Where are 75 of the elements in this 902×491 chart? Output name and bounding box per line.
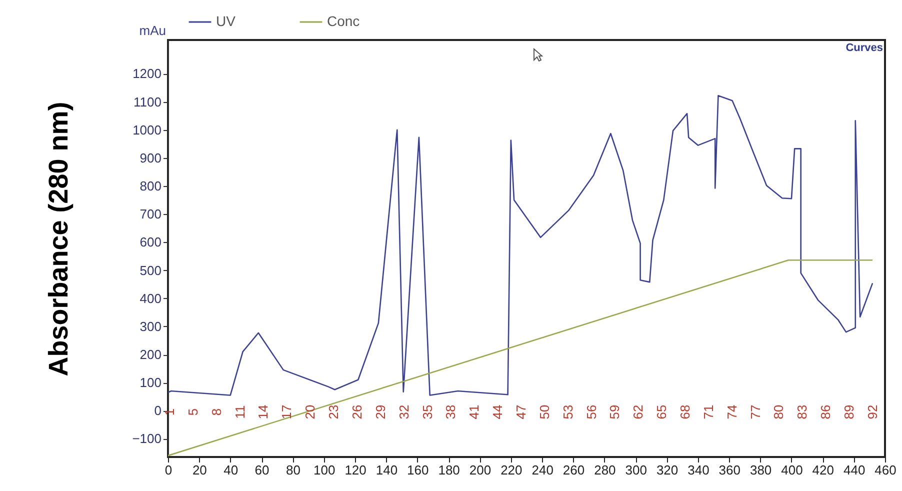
x-tick-label: 280 [594,462,616,478]
x-tick-label: 0 [164,462,172,478]
x-tick-label: 400 [781,462,803,478]
annotation: 14 [256,404,271,420]
annotation: 11 [232,405,248,419]
legend-label: Conc [327,13,360,29]
x-tick-label: 100 [314,462,336,478]
y-tick-label: 100 [140,375,162,390]
annotation: 65 [654,404,670,420]
annotation: 20 [302,404,318,420]
annotation: 86 [818,404,834,420]
annotation: Curves [846,42,883,54]
y-tick-label: 400 [140,290,162,306]
x-tick-label: 420 [812,462,834,478]
legend-label: UV [216,13,236,29]
x-tick-label: 260 [562,462,585,478]
y-tick-label: −100 [132,431,162,446]
x-tick-label: 140 [376,462,398,478]
x-tick-label: 120 [344,462,366,478]
annotation: 62 [630,404,646,420]
y-tick-label: 300 [140,318,162,334]
y-tick-label: 1200 [132,66,162,82]
x-tick-label: 240 [532,462,554,478]
annotation: 44 [490,404,506,420]
y-tick-label: 600 [140,234,162,250]
annotation: 71 [700,404,716,420]
x-tick-label: 220 [500,462,522,478]
annotation: 47 [513,404,528,420]
annotation: 92 [864,404,880,420]
y-tick-label: 700 [140,206,162,222]
x-tick-label: 200 [469,462,492,478]
x-tick-label: 20 [192,462,207,478]
y-tick-label: 0 [154,403,162,418]
y-tick-label: 1000 [132,122,162,138]
annotation: 89 [842,404,857,420]
annotation: 23 [326,404,342,420]
x-tick-label: 160 [407,462,429,478]
annotation: 29 [372,404,388,420]
x-tick-label: 360 [718,462,740,478]
annotation: 8 [208,408,224,416]
annotation: 26 [349,404,364,420]
x-tick-label: 60 [254,462,270,478]
x-tick-label: 180 [438,462,460,478]
y-tick-label: 200 [140,347,162,362]
annotation: 53 [560,404,576,420]
x-tick-label: 440 [843,462,866,478]
x-tick-label: 460 [874,462,896,478]
annotation: 5 [185,408,200,416]
x-tick-label: 40 [224,462,238,478]
annotation: 59 [607,404,622,420]
y-tick-label: 800 [140,178,162,194]
annotation: 50 [536,404,552,420]
annotation: 35 [420,404,435,420]
x-tick-label: 380 [750,462,772,478]
y-axis-title: Absorbance (280 nm) [44,102,74,376]
y-tick-label: 500 [140,262,162,278]
annotation: 38 [443,404,458,420]
annotation: 74 [724,404,740,420]
x-tick-label: 320 [656,462,678,478]
y-tick-label: 1100 [134,94,162,110]
y-tick-label: 900 [140,150,162,166]
text: mAu [139,23,166,38]
annotation: 41 [466,404,482,420]
line-series [168,94,874,396]
annotation: 68 [678,404,693,420]
x-tick-label: 300 [625,462,647,478]
annotation: 77 [748,404,763,420]
x-tick-label: 340 [688,462,710,478]
annotation: 17 [279,404,294,420]
annotation: 1 [162,408,177,416]
annotation: 80 [771,404,786,420]
annotation: 56 [584,404,599,420]
annotation: 32 [396,404,412,420]
x-tick-label: 80 [286,462,300,478]
annotation: 83 [794,404,810,420]
